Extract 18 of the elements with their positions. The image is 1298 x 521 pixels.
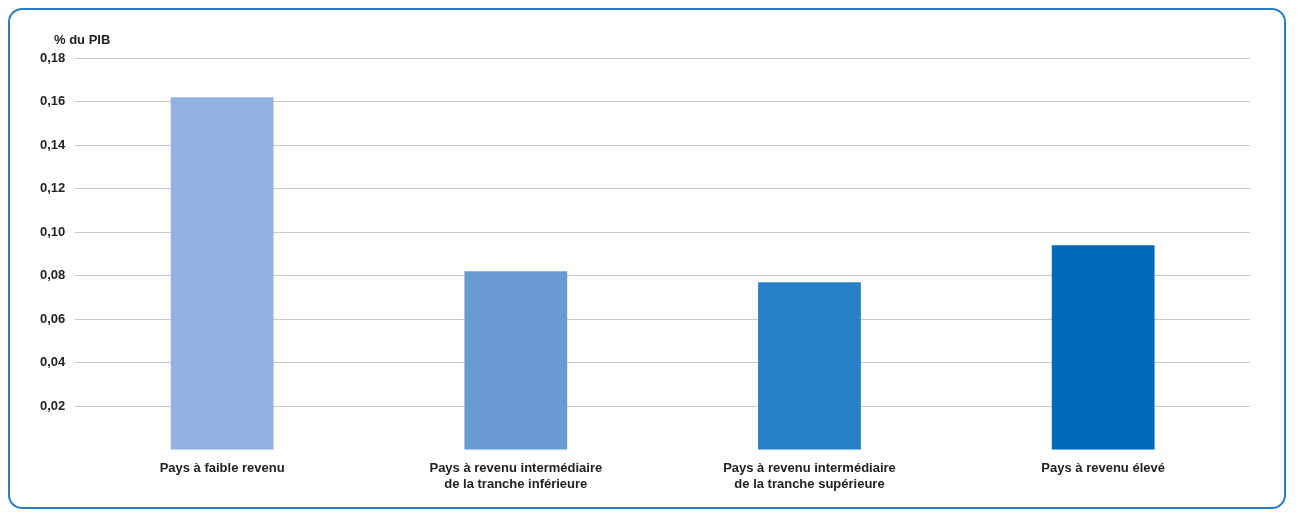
bar — [758, 282, 861, 450]
y-tick-label: 0,08 — [39, 267, 66, 283]
y-tick-label: 0,02 — [39, 397, 66, 413]
y-tick-label: 0,14 — [39, 136, 67, 152]
bar — [464, 271, 568, 450]
y-tick-label: 0,12 — [39, 180, 66, 196]
y-axis-title: % du PIB — [54, 31, 111, 47]
bar — [170, 97, 274, 450]
y-tick-label: 0,06 — [39, 310, 66, 326]
y-tick-label: 0,18 — [39, 49, 66, 65]
bar — [1051, 245, 1155, 450]
y-tick-label: 0,04 — [39, 354, 67, 370]
y-tick-label: 0,16 — [39, 93, 66, 109]
y-tick-label: 0,10 — [39, 223, 66, 239]
x-tick-label: Pays à revenu élevé — [1041, 460, 1165, 476]
x-tick-label: Pays à faible revenu — [159, 460, 285, 476]
x-tick-label: Pays à revenu intermédiaire de la tranche inférieure — [429, 460, 603, 491]
x-tick-label: Pays à revenu intermédiaire de la tranche supérieure — [723, 460, 896, 491]
